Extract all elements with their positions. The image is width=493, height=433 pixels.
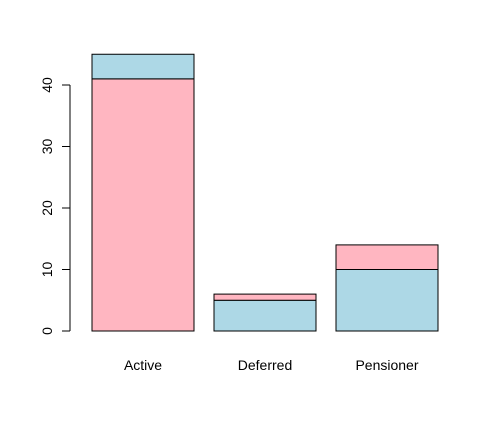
y-axis: 0 10 20 30 40 bbox=[39, 77, 71, 335]
category-labels: Active Deferred Pensioner bbox=[124, 357, 419, 373]
bar-segment bbox=[91, 78, 195, 332]
y-tick-label: 10 bbox=[39, 262, 55, 278]
category-label: Pensioner bbox=[355, 357, 418, 373]
bar-segment bbox=[213, 299, 317, 332]
category-label: Active bbox=[124, 357, 162, 373]
category-label: Deferred bbox=[238, 357, 292, 373]
y-tick-label: 20 bbox=[39, 200, 55, 216]
y-tick-label: 30 bbox=[39, 139, 55, 155]
bar-segment bbox=[335, 269, 439, 332]
bar-segment bbox=[91, 53, 195, 80]
bar-active bbox=[91, 53, 195, 332]
bar-segment bbox=[335, 244, 439, 270]
bar-deferred bbox=[213, 293, 317, 332]
bar-pensioner bbox=[335, 244, 439, 332]
bars bbox=[91, 53, 439, 332]
y-tick-label: 40 bbox=[39, 77, 55, 93]
bar-segment bbox=[213, 293, 317, 301]
y-tick-label: 0 bbox=[39, 327, 55, 335]
